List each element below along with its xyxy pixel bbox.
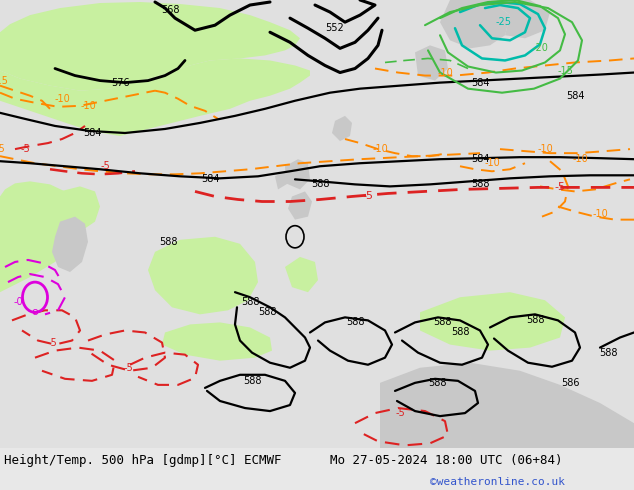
Text: -0: -0 [13,297,23,307]
Text: -10: -10 [572,154,588,164]
Polygon shape [0,0,85,292]
Text: 552: 552 [326,23,344,33]
Polygon shape [0,0,310,136]
Text: 586: 586 [560,378,579,388]
Text: 588: 588 [241,297,259,307]
Text: -10: -10 [437,68,453,77]
Text: -10: -10 [537,144,553,154]
Text: -15: -15 [0,75,8,86]
Text: 588: 588 [451,327,469,338]
Text: -15: -15 [557,66,573,75]
Text: 584: 584 [201,174,219,184]
Text: -5: -5 [47,338,57,347]
Text: -5: -5 [555,182,566,193]
Polygon shape [440,0,510,49]
Text: 588: 588 [346,318,365,327]
Polygon shape [162,322,272,361]
Polygon shape [0,2,300,91]
Text: 588: 588 [158,237,178,247]
Polygon shape [415,46,448,80]
Text: Mo 27-05-2024 18:00 UTC (06+84): Mo 27-05-2024 18:00 UTC (06+84) [330,454,562,467]
Text: -5: -5 [20,144,30,154]
Text: 584: 584 [471,77,489,88]
Text: 588: 588 [258,307,276,318]
Polygon shape [288,192,312,220]
Text: -5: -5 [100,161,110,171]
Text: 576: 576 [111,77,129,88]
Text: 588: 588 [526,316,544,325]
Text: 588: 588 [598,347,618,358]
Text: -10: -10 [372,144,388,154]
Text: -5: -5 [395,408,405,418]
Polygon shape [380,363,634,448]
Polygon shape [332,116,352,141]
Polygon shape [420,292,565,351]
Text: -5: -5 [363,192,373,201]
Polygon shape [490,0,550,38]
Text: 568: 568 [161,5,179,15]
Polygon shape [285,159,310,190]
Polygon shape [275,172,288,190]
Text: -25: -25 [496,17,512,27]
Text: -10: -10 [80,101,96,111]
Text: -10: -10 [592,209,608,219]
Text: 588: 588 [311,179,329,189]
Text: 584: 584 [83,128,101,138]
Text: -10: -10 [54,94,70,104]
Polygon shape [285,257,318,292]
Polygon shape [148,237,258,315]
Polygon shape [52,217,88,272]
Text: 588: 588 [243,376,261,386]
Text: -10: -10 [484,158,500,168]
Text: -20: -20 [532,43,548,53]
Text: -5: -5 [0,144,5,154]
Text: 588: 588 [471,179,489,189]
Polygon shape [38,186,100,237]
Text: 588: 588 [428,378,446,388]
Text: Height/Temp. 500 hPa [gdmp][°C] ECMWF: Height/Temp. 500 hPa [gdmp][°C] ECMWF [4,454,281,467]
Text: 584: 584 [471,154,489,164]
Text: -5: -5 [123,363,133,373]
Text: ©weatheronline.co.uk: ©weatheronline.co.uk [430,477,565,487]
Text: o: o [32,307,39,318]
Text: 588: 588 [433,318,451,327]
Text: 584: 584 [566,91,585,101]
